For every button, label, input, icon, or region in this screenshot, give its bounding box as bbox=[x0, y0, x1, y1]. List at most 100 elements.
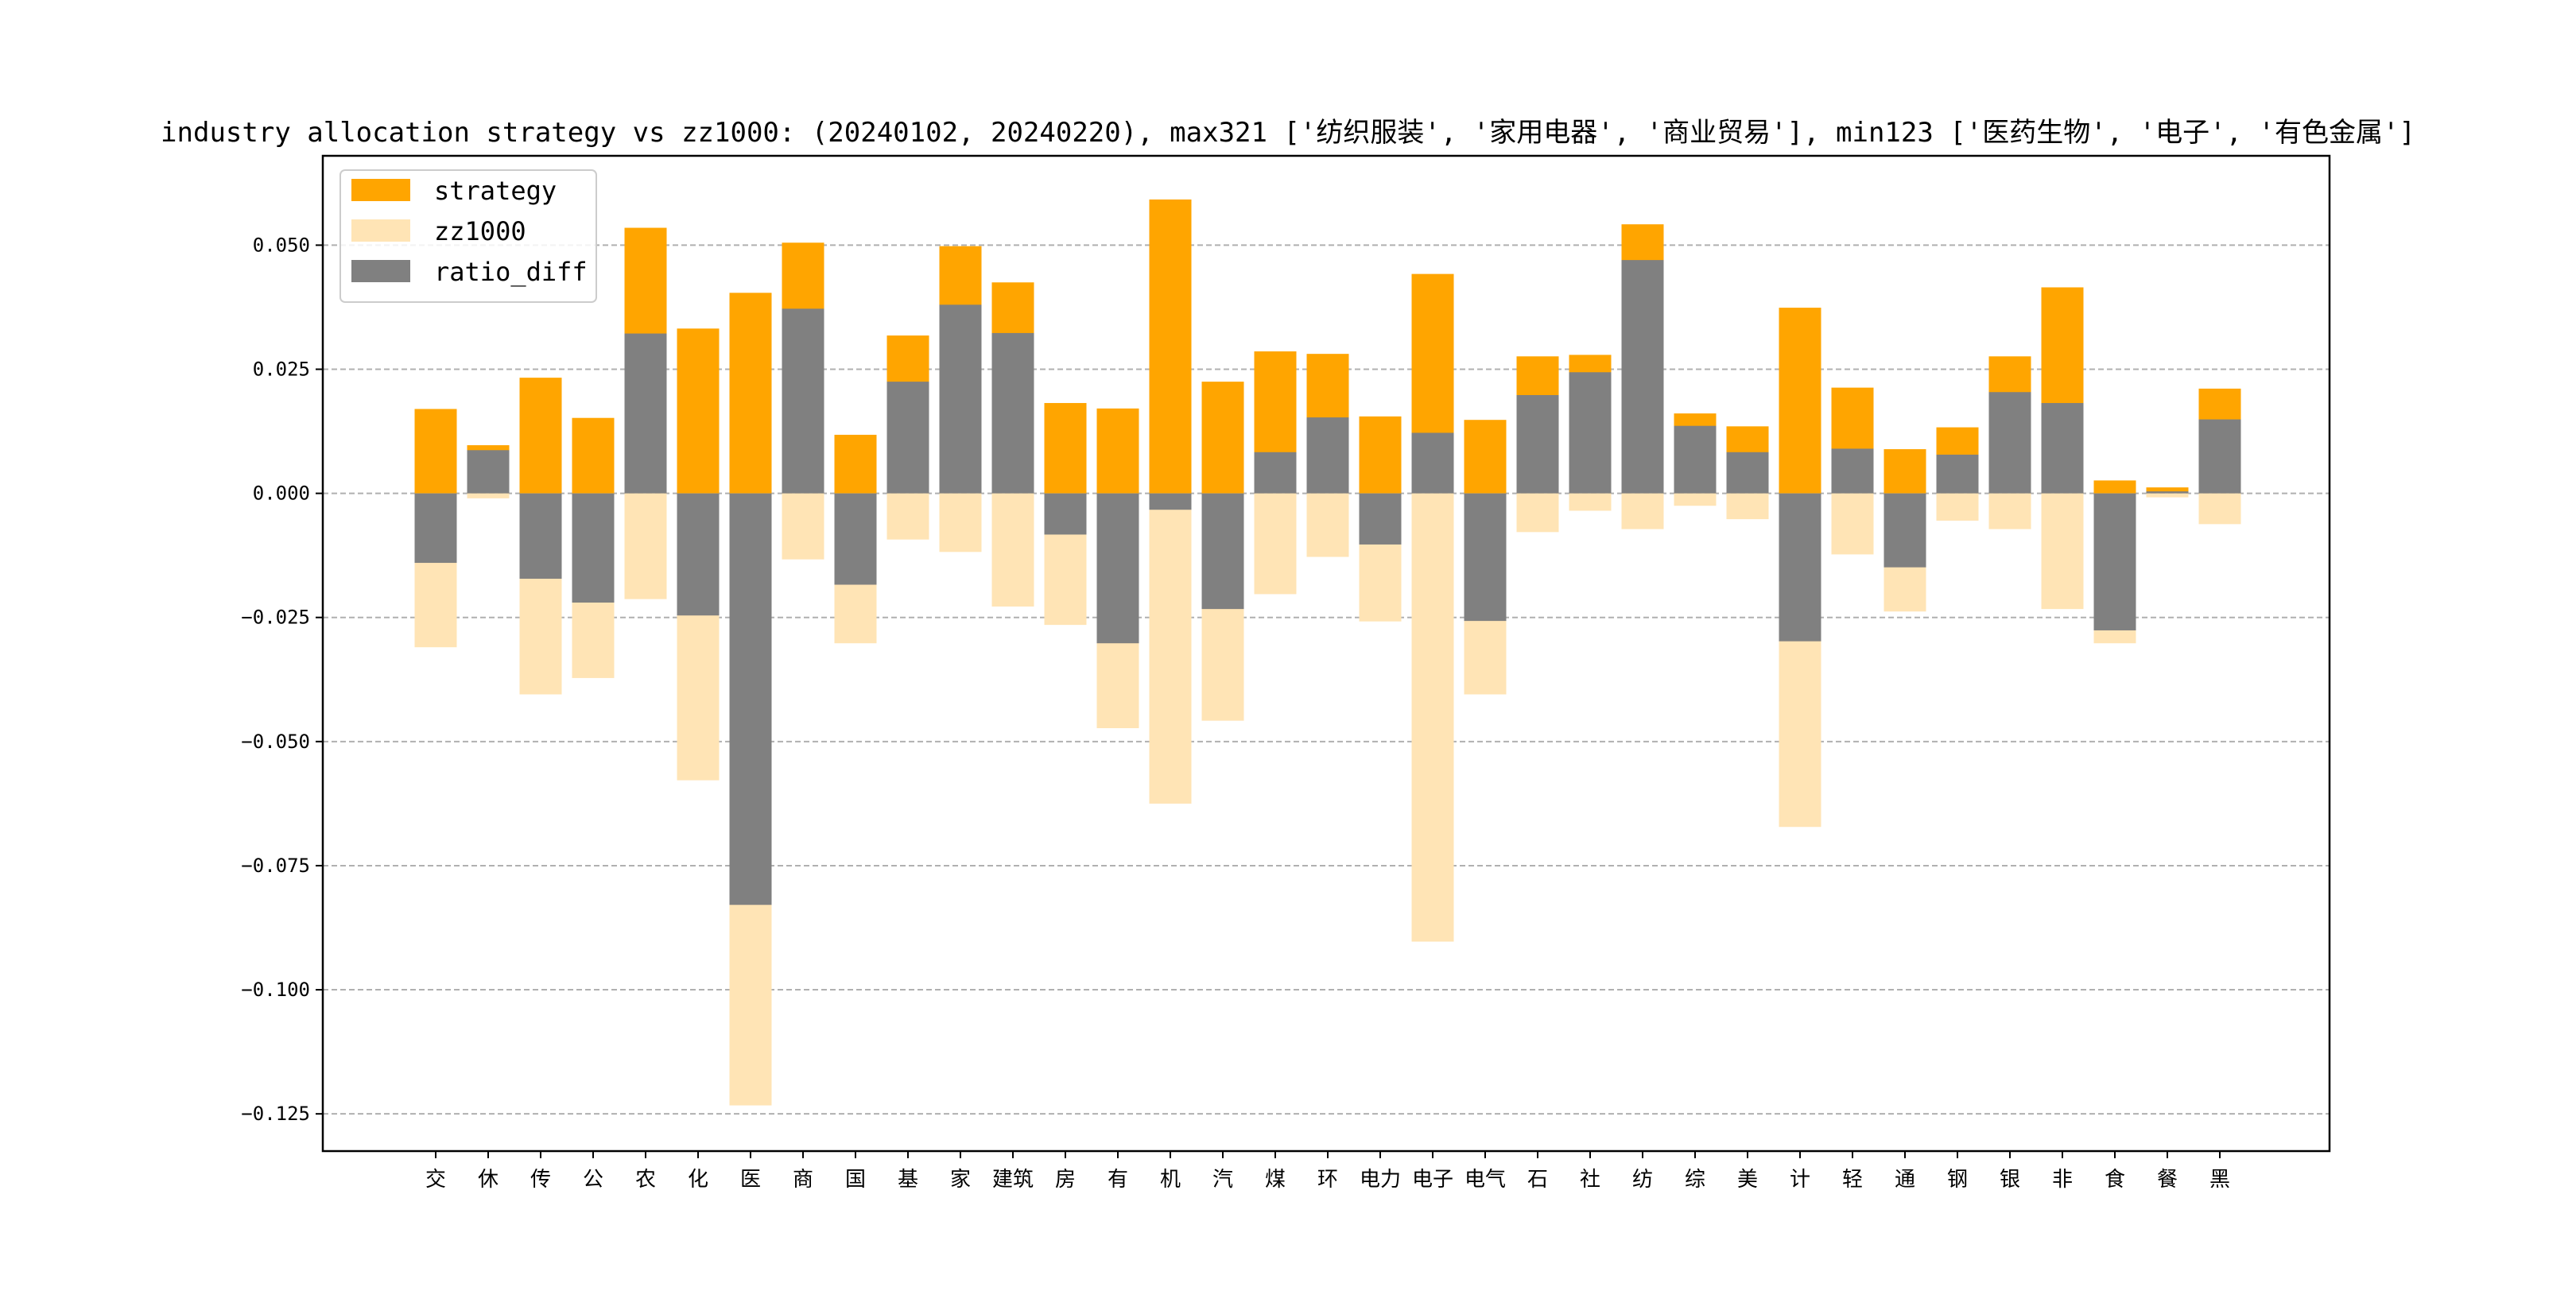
bar-ratio_diff bbox=[1988, 392, 2031, 494]
x-tick-label: 商 bbox=[793, 1168, 813, 1192]
bar-zz1000 bbox=[991, 493, 1034, 607]
y-axis: −0.125 −0.100 −0.075 −0.050 −0.025 0.000 0.025… bbox=[241, 234, 323, 1125]
bar-zz1000 bbox=[782, 493, 824, 560]
bar-zz1000 bbox=[2146, 493, 2189, 498]
x-tick-label: 综 bbox=[1685, 1168, 1705, 1192]
bars-layer bbox=[414, 199, 2241, 1106]
x-tick-label: 非 bbox=[2052, 1168, 2073, 1192]
x-tick-label: 传 bbox=[530, 1168, 551, 1192]
bar-ratio_diff bbox=[572, 493, 615, 603]
bar-zz1000 bbox=[624, 493, 667, 599]
x-tick-label: 建筑 bbox=[992, 1168, 1034, 1192]
x-tick-label: 银 bbox=[2000, 1168, 2020, 1192]
x-tick-label: 交 bbox=[425, 1168, 446, 1192]
bar-strategy bbox=[519, 378, 562, 494]
bar-ratio_diff bbox=[1516, 394, 1559, 494]
bar-ratio_diff bbox=[1411, 432, 1454, 494]
bar-zz1000 bbox=[1831, 493, 1874, 555]
bar-ratio_diff bbox=[939, 304, 982, 494]
bar-zz1000 bbox=[1674, 493, 1717, 506]
bar-zz1000 bbox=[1411, 493, 1454, 942]
x-tick-label: 煤 bbox=[1265, 1168, 1286, 1192]
x-tick-label: 电气 bbox=[1465, 1168, 1506, 1192]
bar-zz1000 bbox=[1726, 493, 1769, 520]
bar-strategy bbox=[1201, 382, 1244, 494]
x-tick-label: 房 bbox=[1055, 1168, 1076, 1192]
y-tick-label: −0.075 bbox=[241, 855, 310, 877]
bar-ratio_diff bbox=[1831, 448, 1874, 494]
bar-strategy bbox=[1359, 416, 1402, 494]
x-tick-label: 黑 bbox=[2209, 1168, 2230, 1192]
x-tick-label: 化 bbox=[688, 1168, 708, 1192]
legend: strategy zz1000 ratio_diff bbox=[339, 169, 597, 303]
x-tick-label: 计 bbox=[1790, 1168, 1810, 1192]
legend-swatch-zz1000 bbox=[351, 219, 410, 242]
bar-ratio_diff bbox=[467, 450, 510, 494]
legend-swatch-strategy bbox=[351, 179, 410, 201]
x-tick-label: 家 bbox=[950, 1168, 971, 1192]
bar-zz1000 bbox=[2041, 493, 2084, 610]
x-tick-label: 纺 bbox=[1632, 1168, 1653, 1192]
x-tick-label: 钢 bbox=[1947, 1168, 1968, 1192]
bar-strategy bbox=[1464, 420, 1507, 494]
x-tick-label: 石 bbox=[1527, 1168, 1548, 1192]
bar-zz1000 bbox=[1306, 493, 1349, 557]
x-tick-label: 汽 bbox=[1212, 1168, 1233, 1192]
bar-ratio_diff bbox=[414, 493, 457, 564]
bar-strategy bbox=[2093, 480, 2136, 494]
bar-ratio_diff bbox=[1621, 260, 1664, 494]
bar-strategy bbox=[1096, 408, 1139, 494]
bar-ratio_diff bbox=[1359, 493, 1402, 545]
bar-ratio_diff bbox=[1674, 425, 1717, 494]
bar-ratio_diff bbox=[2041, 402, 2084, 494]
legend-swatch-ratio_diff bbox=[351, 260, 410, 282]
bar-ratio_diff bbox=[782, 308, 824, 494]
x-tick-label: 国 bbox=[845, 1168, 866, 1192]
bar-zz1000 bbox=[1149, 493, 1192, 804]
bar-strategy bbox=[572, 417, 615, 494]
x-tick-label: 餐 bbox=[2157, 1168, 2178, 1192]
bar-ratio_diff bbox=[1726, 452, 1769, 494]
x-tick-label: 食 bbox=[2105, 1168, 2125, 1192]
bar-ratio_diff bbox=[2093, 493, 2136, 630]
bar-zz1000 bbox=[2198, 493, 2241, 525]
y-tick-label: −0.050 bbox=[241, 731, 310, 753]
legend-label-strategy: strategy bbox=[434, 176, 557, 206]
bar-strategy bbox=[1149, 199, 1192, 494]
bar-zz1000 bbox=[1254, 493, 1297, 595]
x-tick-label: 公 bbox=[583, 1168, 603, 1192]
bar-zz1000 bbox=[467, 493, 510, 498]
chart-title: industry allocation strategy vs zz1000: … bbox=[161, 117, 2415, 149]
bar-ratio_diff bbox=[1884, 493, 1926, 568]
x-tick-label: 轻 bbox=[1842, 1168, 1863, 1192]
x-axis: 交 休 传 公 农 化 医 商 国 基 家建筑房 有 机 汽 煤 环电力 电子 电气石 社 纺 综 美 计 轻 通 钢 银 非 食 餐 黑 bbox=[425, 1151, 2230, 1192]
y-tick-label: 0.000 bbox=[253, 483, 310, 505]
bar-ratio_diff bbox=[1254, 452, 1297, 494]
x-tick-label: 通 bbox=[1895, 1168, 1915, 1192]
y-tick-label: 0.025 bbox=[253, 359, 310, 381]
bar-ratio_diff bbox=[991, 332, 1034, 494]
y-tick-label: −0.025 bbox=[241, 607, 310, 629]
bar-ratio_diff bbox=[1936, 454, 1979, 494]
bar-ratio_diff bbox=[886, 382, 929, 494]
bar-ratio_diff bbox=[624, 333, 667, 494]
bar-ratio_diff bbox=[1306, 417, 1349, 494]
x-tick-label: 有 bbox=[1108, 1168, 1128, 1192]
bar-ratio_diff bbox=[1464, 493, 1507, 622]
bar-ratio_diff bbox=[519, 493, 562, 580]
legend-label-ratio_diff: ratio_diff bbox=[434, 257, 588, 287]
bar-zz1000 bbox=[1516, 493, 1559, 533]
y-tick-label: −0.100 bbox=[241, 979, 310, 1001]
bar-ratio_diff bbox=[677, 493, 720, 616]
x-tick-label: 基 bbox=[898, 1168, 918, 1192]
bar-ratio_diff bbox=[1569, 372, 1612, 494]
bar-ratio_diff bbox=[1779, 493, 1821, 642]
bar-strategy bbox=[677, 328, 720, 494]
bar-strategy bbox=[1779, 308, 1821, 494]
bar-ratio_diff bbox=[834, 493, 877, 585]
bar-zz1000 bbox=[939, 493, 982, 552]
bar-ratio_diff bbox=[1201, 493, 1244, 610]
bar-zz1000 bbox=[886, 493, 929, 540]
